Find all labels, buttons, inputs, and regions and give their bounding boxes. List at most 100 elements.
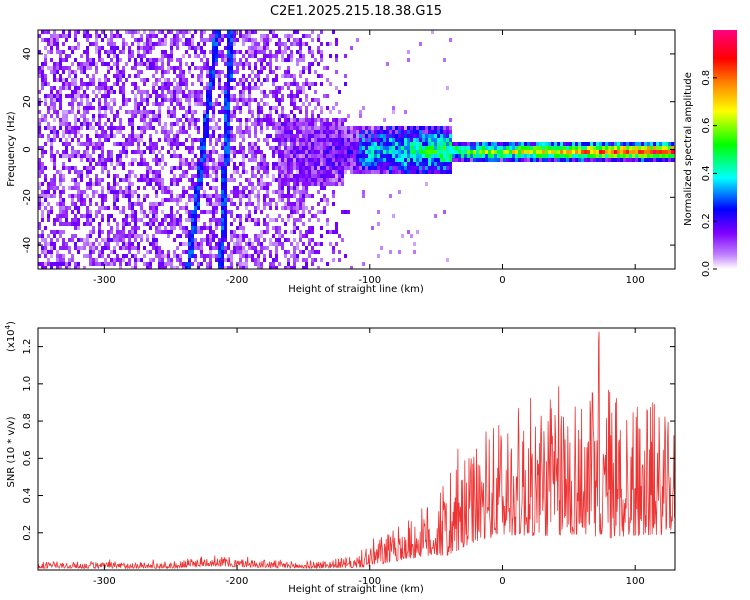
spectrogram-cell [356,130,359,134]
spectrogram-cell [293,178,296,182]
spectrogram-cell [77,94,80,98]
spectrogram-cell [74,202,77,206]
spectrogram-cell [281,142,284,146]
spectrogram-cell [62,262,65,266]
spectrogram-cell [122,234,125,238]
spectrogram-cell [224,226,227,230]
spectrogram-cell [149,182,152,186]
spectrogram-cell [221,158,224,162]
spectrogram-cell [125,78,128,82]
spectrogram-cell [422,146,425,150]
spectrogram-cell [74,98,77,102]
spectrogram-cell [137,234,140,238]
spectrogram-cell [188,194,191,198]
spectrogram-cell [194,194,197,198]
spectrogram-cell [179,166,182,170]
spectrogram-cell [242,130,245,134]
spectrogram-cell [650,150,653,154]
spectrogram-cell [200,138,203,142]
spectrogram-cell [83,118,86,122]
spectrogram-cell [149,206,152,210]
spectrogram-cell [221,86,224,90]
spectrogram-cell [41,170,44,174]
spectrogram-cell [251,86,254,90]
spectrogram-cell [332,230,335,234]
spectrogram-cell [506,146,509,150]
spectrogram-cell [341,170,344,174]
spectrogram-cell [245,86,248,90]
spectrogram-cell [134,74,137,78]
spectrogram-cell [212,238,215,242]
spectrogram-cell [320,130,323,134]
spectrogram-cell [137,42,140,46]
spectrogram-cell [278,162,281,166]
spectrogram-cell [86,182,89,186]
spectrogram-cell [296,218,299,222]
spectrogram-cell [308,82,311,86]
spectrogram-cell [230,190,233,194]
spectrogram-cell [431,130,434,134]
spectrogram-cell [191,178,194,182]
spectrogram-cell [101,190,104,194]
spectrogram-cell [203,54,206,58]
spectrogram-cell [146,110,149,114]
spectrogram-cell [74,266,77,269]
spectrogram-cell [209,134,212,138]
spectrogram-cell [68,122,71,126]
spectrogram-cell [122,126,125,130]
spectrogram-cell [392,170,395,174]
spectrogram-cell [224,110,227,114]
spectrogram-cell [302,150,305,154]
spectrogram-cell [203,114,206,118]
spectrogram-cell [206,62,209,66]
spectrogram-cell [425,126,428,130]
spectrogram-cell [467,150,470,154]
spectrogram-cell [347,126,350,130]
spectrogram-cell [44,126,47,130]
spectrogram-cell [290,154,293,158]
spectrogram-cell [311,162,314,166]
spectrogram-cell [239,218,242,222]
spectrogram-cell [284,194,287,198]
spectrogram-cell [377,146,380,150]
spectrogram-cell [53,138,56,142]
spectrogram-cell [224,106,227,110]
spectrogram-cell [167,58,170,62]
spectrogram-cell [461,142,464,146]
spectrogram-cell [389,162,392,166]
spectrogram-cell [272,90,275,94]
spectrogram-cell [632,154,635,158]
spectrogram-cell [236,194,239,198]
spectrogram-cell [239,118,242,122]
spectrogram-cell [341,142,344,146]
spectrogram-cell [182,122,185,126]
spectrogram-cell [302,206,305,210]
spectrogram-cell [464,154,467,158]
spectrogram-cell [440,130,443,134]
spectrogram-cell [122,218,125,222]
spectrogram-cell [263,194,266,198]
spectrogram-cell [59,230,62,234]
spectrogram-cell [197,202,200,206]
spectrogram-cell [194,126,197,130]
spectrogram-cell [227,106,230,110]
spectrogram-cell [323,94,326,98]
spectrogram-cell [308,126,311,130]
spectrogram-cell [104,194,107,198]
spectrogram-cell [83,190,86,194]
spectrogram-cell [248,246,251,250]
spectrogram-cell [125,262,128,266]
spectrogram-cell [281,218,284,222]
spectrogram-cell [242,170,245,174]
spectrogram-cell [143,210,146,214]
spectrogram-cell [266,78,269,82]
spectrogram-cell [362,162,365,166]
spectrogram-cell [104,246,107,250]
spectrogram-cell [176,202,179,206]
spectrogram-cell [98,146,101,150]
spectrogram-cell [125,138,128,142]
spectrogram-cell [272,138,275,142]
spectrogram-cell [287,186,290,190]
spectrogram-cell [377,210,380,214]
